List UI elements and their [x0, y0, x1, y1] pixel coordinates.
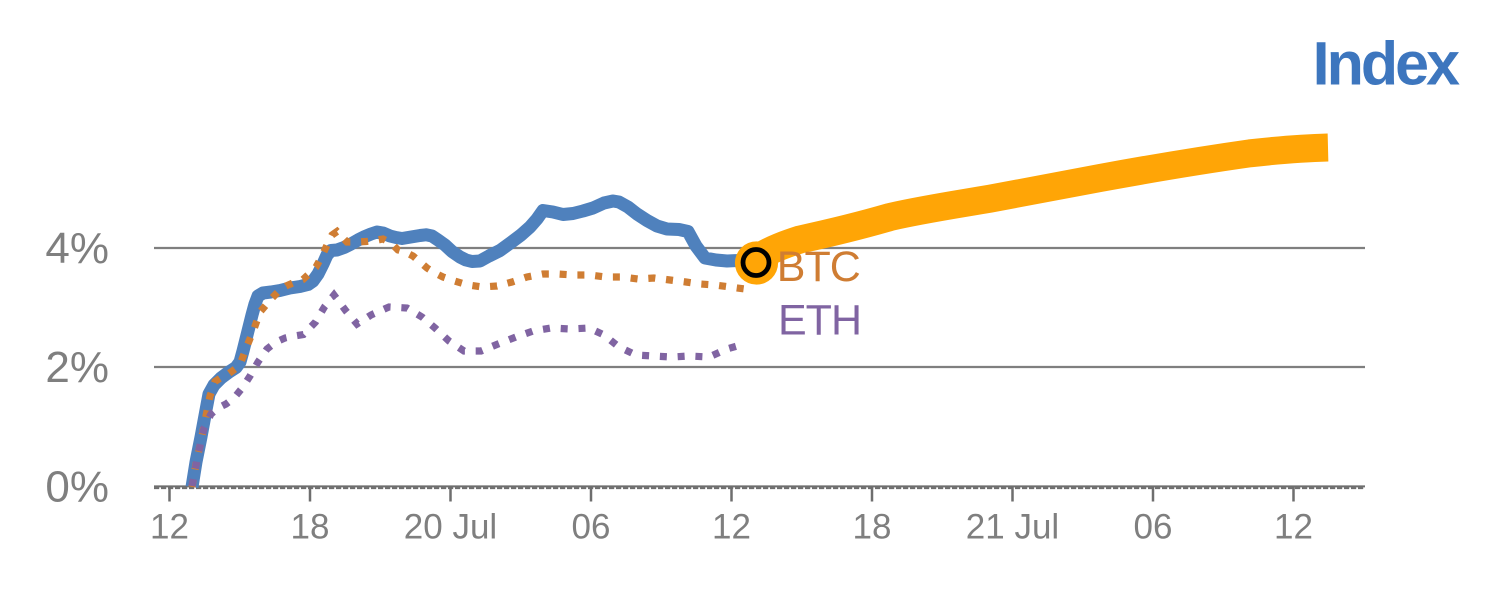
svg-text:18: 18 [853, 508, 892, 547]
svg-text:21 Jul: 21 Jul [966, 508, 1059, 547]
svg-text:2%: 2% [45, 343, 109, 392]
svg-text:BTC: BTC [777, 243, 860, 291]
svg-text:0%: 0% [45, 463, 109, 512]
svg-text:12: 12 [150, 508, 189, 547]
svg-text:4%: 4% [45, 224, 109, 273]
svg-text:ETH: ETH [778, 297, 861, 345]
svg-text:06: 06 [1134, 508, 1173, 547]
svg-text:12: 12 [1274, 508, 1313, 547]
svg-text:18: 18 [291, 508, 330, 547]
svg-text:Index: Index [1313, 30, 1460, 98]
svg-text:20 Jul: 20 Jul [404, 508, 497, 547]
svg-text:06: 06 [572, 508, 611, 547]
svg-text:12: 12 [712, 508, 751, 547]
